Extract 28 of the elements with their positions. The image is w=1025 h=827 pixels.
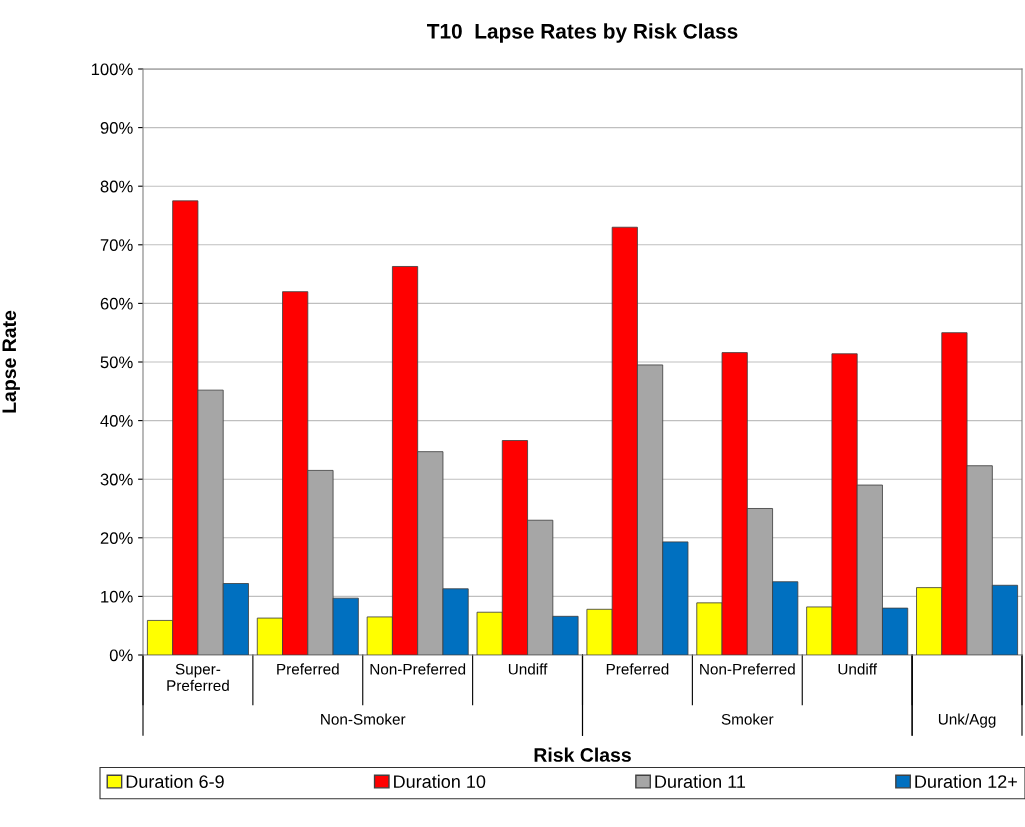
y-tick-label: 80%: [100, 180, 133, 193]
chart-title: T10 Lapse Rates by Risk Class: [427, 23, 738, 43]
text: Non-Smoker: [321, 713, 406, 725]
x-tick-label: Undiff: [838, 663, 878, 675]
x-axis-title: Risk Class: [534, 747, 631, 762]
y-tick-label: 50%: [100, 356, 133, 369]
y-tick-label: 60%: [100, 297, 133, 310]
x-tick-label: Preferred: [606, 663, 669, 675]
y-tick-label: 30%: [100, 473, 133, 486]
y-tick-label: 0%: [109, 649, 133, 662]
x-tick-label: Preferred: [277, 663, 339, 675]
y-tick-label: 100%: [91, 63, 133, 76]
x-tick-label: Non-Preferred: [370, 663, 466, 675]
y-axis-title: Lapse Rate: [2, 310, 20, 413]
text: Smoker: [721, 713, 774, 725]
x-tick-label: Super- Preferred: [167, 663, 229, 692]
y-tick-label: 10%: [101, 590, 133, 603]
y-tick-label: 70%: [100, 239, 133, 251]
y-tick-label: 90%: [100, 122, 133, 134]
legend-label: Duration 11: [655, 774, 746, 789]
x-tick-label: Undiff: [508, 663, 548, 675]
y-tick-label: 20%: [100, 532, 133, 544]
legend-label: Duration 6-9: [126, 774, 224, 789]
text: Unk/Agg: [938, 713, 996, 728]
x-tick-label: Non-Preferred: [700, 663, 795, 675]
legend-label: Duration 12+: [915, 774, 1017, 789]
legend-label: Duration 10: [394, 774, 486, 789]
y-tick-label: 40%: [100, 415, 133, 427]
